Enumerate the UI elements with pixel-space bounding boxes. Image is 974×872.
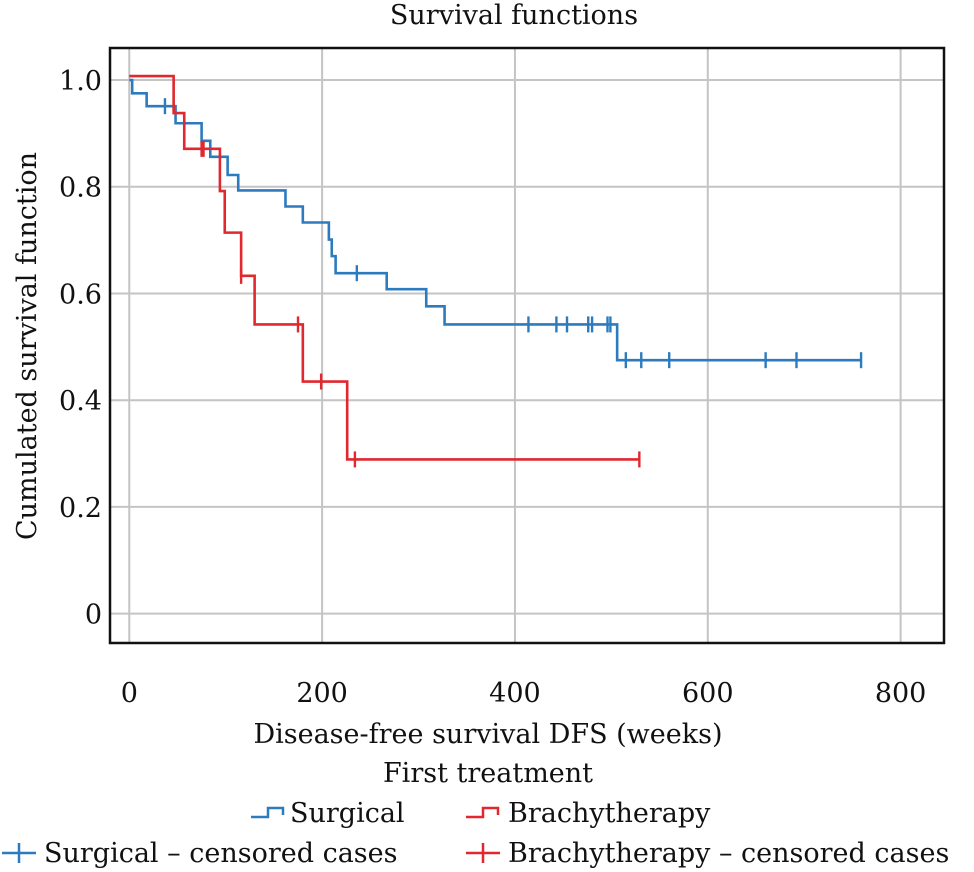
x-axis-label: Disease-free survival DFS (weeks) xyxy=(253,719,722,750)
legend-label-brachytherapy: Brachytherapy xyxy=(508,798,711,829)
x-tick-label: 800 xyxy=(875,678,927,709)
plot-frame xyxy=(108,46,946,645)
survival-curve-brachytherapy xyxy=(129,74,641,461)
y-tick-label: 1.0 xyxy=(59,66,102,97)
survival-curve-surgical xyxy=(129,78,863,362)
legend-entry-surgical-censored: Surgical – censored cases xyxy=(2,838,398,869)
y-tick-label: 0.8 xyxy=(59,173,102,204)
series-surgical xyxy=(129,78,863,369)
x-tick-label: 200 xyxy=(296,678,348,709)
legend-title: First treatment xyxy=(383,758,593,789)
legend-plus-icon-brachytherapy xyxy=(466,843,500,863)
series-brachytherapy xyxy=(129,74,641,468)
legend-label-brachytherapy-censored: Brachytherapy – censored cases xyxy=(508,838,949,869)
y-tick-label: 0 xyxy=(85,600,102,631)
y-axis-label: Cumulated survival function xyxy=(12,152,43,540)
chart-title: Survival functions xyxy=(390,0,638,31)
legend-entry-brachytherapy: Brachytherapy xyxy=(466,798,711,829)
x-tick-label: 600 xyxy=(682,678,734,709)
y-tick-label: 0.4 xyxy=(59,386,102,417)
legend-step-icon-brachytherapy xyxy=(466,806,500,819)
x-axis-ticks: 0 200 400 600 800 xyxy=(121,678,927,709)
x-tick-label: 0 xyxy=(121,678,138,709)
y-tick-label: 0.6 xyxy=(59,279,102,310)
legend-label-surgical: Surgical xyxy=(290,798,405,829)
gridlines xyxy=(110,48,944,643)
legend-step-icon-surgical xyxy=(251,806,285,819)
series-layer xyxy=(129,74,863,468)
x-tick-label: 400 xyxy=(489,678,541,709)
legend-label-surgical-censored: Surgical – censored cases xyxy=(44,838,398,869)
y-tick-label: 0.2 xyxy=(59,493,102,524)
legend-entry-brachytherapy-censored: Brachytherapy – censored cases xyxy=(466,838,949,869)
legend-plus-icon-surgical xyxy=(2,843,36,863)
y-axis-ticks: 0 0.2 0.4 0.6 0.8 1.0 xyxy=(59,66,102,631)
legend-entry-surgical: Surgical xyxy=(251,798,405,829)
